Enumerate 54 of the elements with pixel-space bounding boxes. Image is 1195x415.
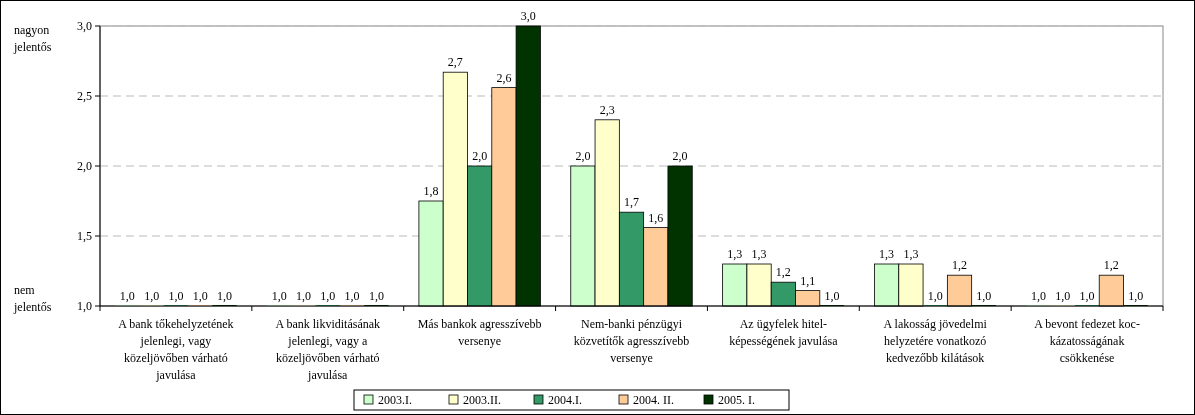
data-label: 2,6: [496, 70, 512, 85]
data-label: 3,0: [520, 9, 536, 23]
legend-label: 2005. I.: [718, 393, 755, 407]
data-label: 1,3: [727, 247, 743, 261]
data-label: 1,3: [751, 247, 767, 261]
data-label: 1,0: [295, 289, 311, 303]
data-label: 2,0: [472, 149, 488, 163]
data-label: 1,0: [927, 289, 943, 303]
x-tick-label: Más bankok agresszívebb versenye: [417, 317, 542, 348]
data-label: 1,2: [952, 258, 968, 273]
data-label: 1,6: [648, 210, 664, 225]
data-label: 2,3: [599, 102, 615, 117]
data-label: 1,0: [1079, 289, 1095, 303]
data-label: 1,0: [976, 289, 992, 303]
data-label: 1,2: [775, 265, 791, 280]
x-tick-label: Az ügyfelek hitel- képességének javulása: [729, 317, 839, 348]
y-tick-label: 1,5: [77, 229, 92, 243]
data-label: 1,8: [423, 184, 439, 198]
y-tick-label: 1,0: [77, 299, 92, 313]
legend-label: 2003.I.: [378, 393, 412, 407]
data-label: 2,0: [672, 149, 688, 163]
x-tick-label: Nem-banki pénzügyi közvetítők agresszívebb versenye: [573, 317, 690, 365]
data-label: 1,0: [168, 289, 184, 303]
data-label: 1,3: [879, 247, 895, 261]
text: nem jelentős: [13, 283, 52, 314]
x-tick-label: A bank likviditásának jelenlegi, vagy a közeljövőben várható javulása: [275, 317, 381, 382]
data-label: 1,0: [119, 289, 135, 303]
y-tick-label: 3,0: [77, 19, 92, 33]
data-label: 1,1: [800, 273, 816, 288]
x-tick-label: A bank tőkehelyzetének jelenlegi, vagy közeljövőben várható javulása: [118, 317, 234, 382]
data-label: 1,0: [824, 289, 840, 303]
data-label: 1,0: [368, 289, 384, 303]
data-label: 1,0: [1128, 289, 1144, 303]
x-tick-label: A bevont fedezet koc- kázatosságának csökkenése: [1034, 317, 1140, 365]
data-label: 1,0: [320, 289, 336, 303]
data-label: 1,0: [144, 289, 160, 303]
data-label: 1,0: [1055, 289, 1071, 303]
legend-label: 2004. II.: [633, 393, 674, 407]
legend-label: 2004.I.: [548, 393, 582, 407]
data-label: 1,2: [1103, 258, 1119, 273]
y-tick-label: 2,5: [77, 89, 92, 103]
text: nagyon jelentős: [13, 23, 52, 54]
data-label: 1,0: [1030, 289, 1046, 303]
x-tick-label: A lakosság jövedelmi helyzetére vonatkozó kedvezőbb kilátások: [883, 317, 988, 365]
legend-label: 2003.II.: [463, 393, 501, 407]
data-label: 1,0: [217, 289, 233, 303]
data-label: 1,0: [344, 289, 360, 303]
data-label: 1,7: [624, 195, 639, 210]
data-label: 1,3: [903, 247, 919, 261]
data-label: 2,0: [575, 149, 591, 163]
data-label: 1,0: [271, 289, 287, 303]
data-label: 2,7: [447, 55, 463, 70]
y-tick-label: 2,0: [77, 159, 92, 173]
data-label: 1,0: [192, 289, 208, 303]
